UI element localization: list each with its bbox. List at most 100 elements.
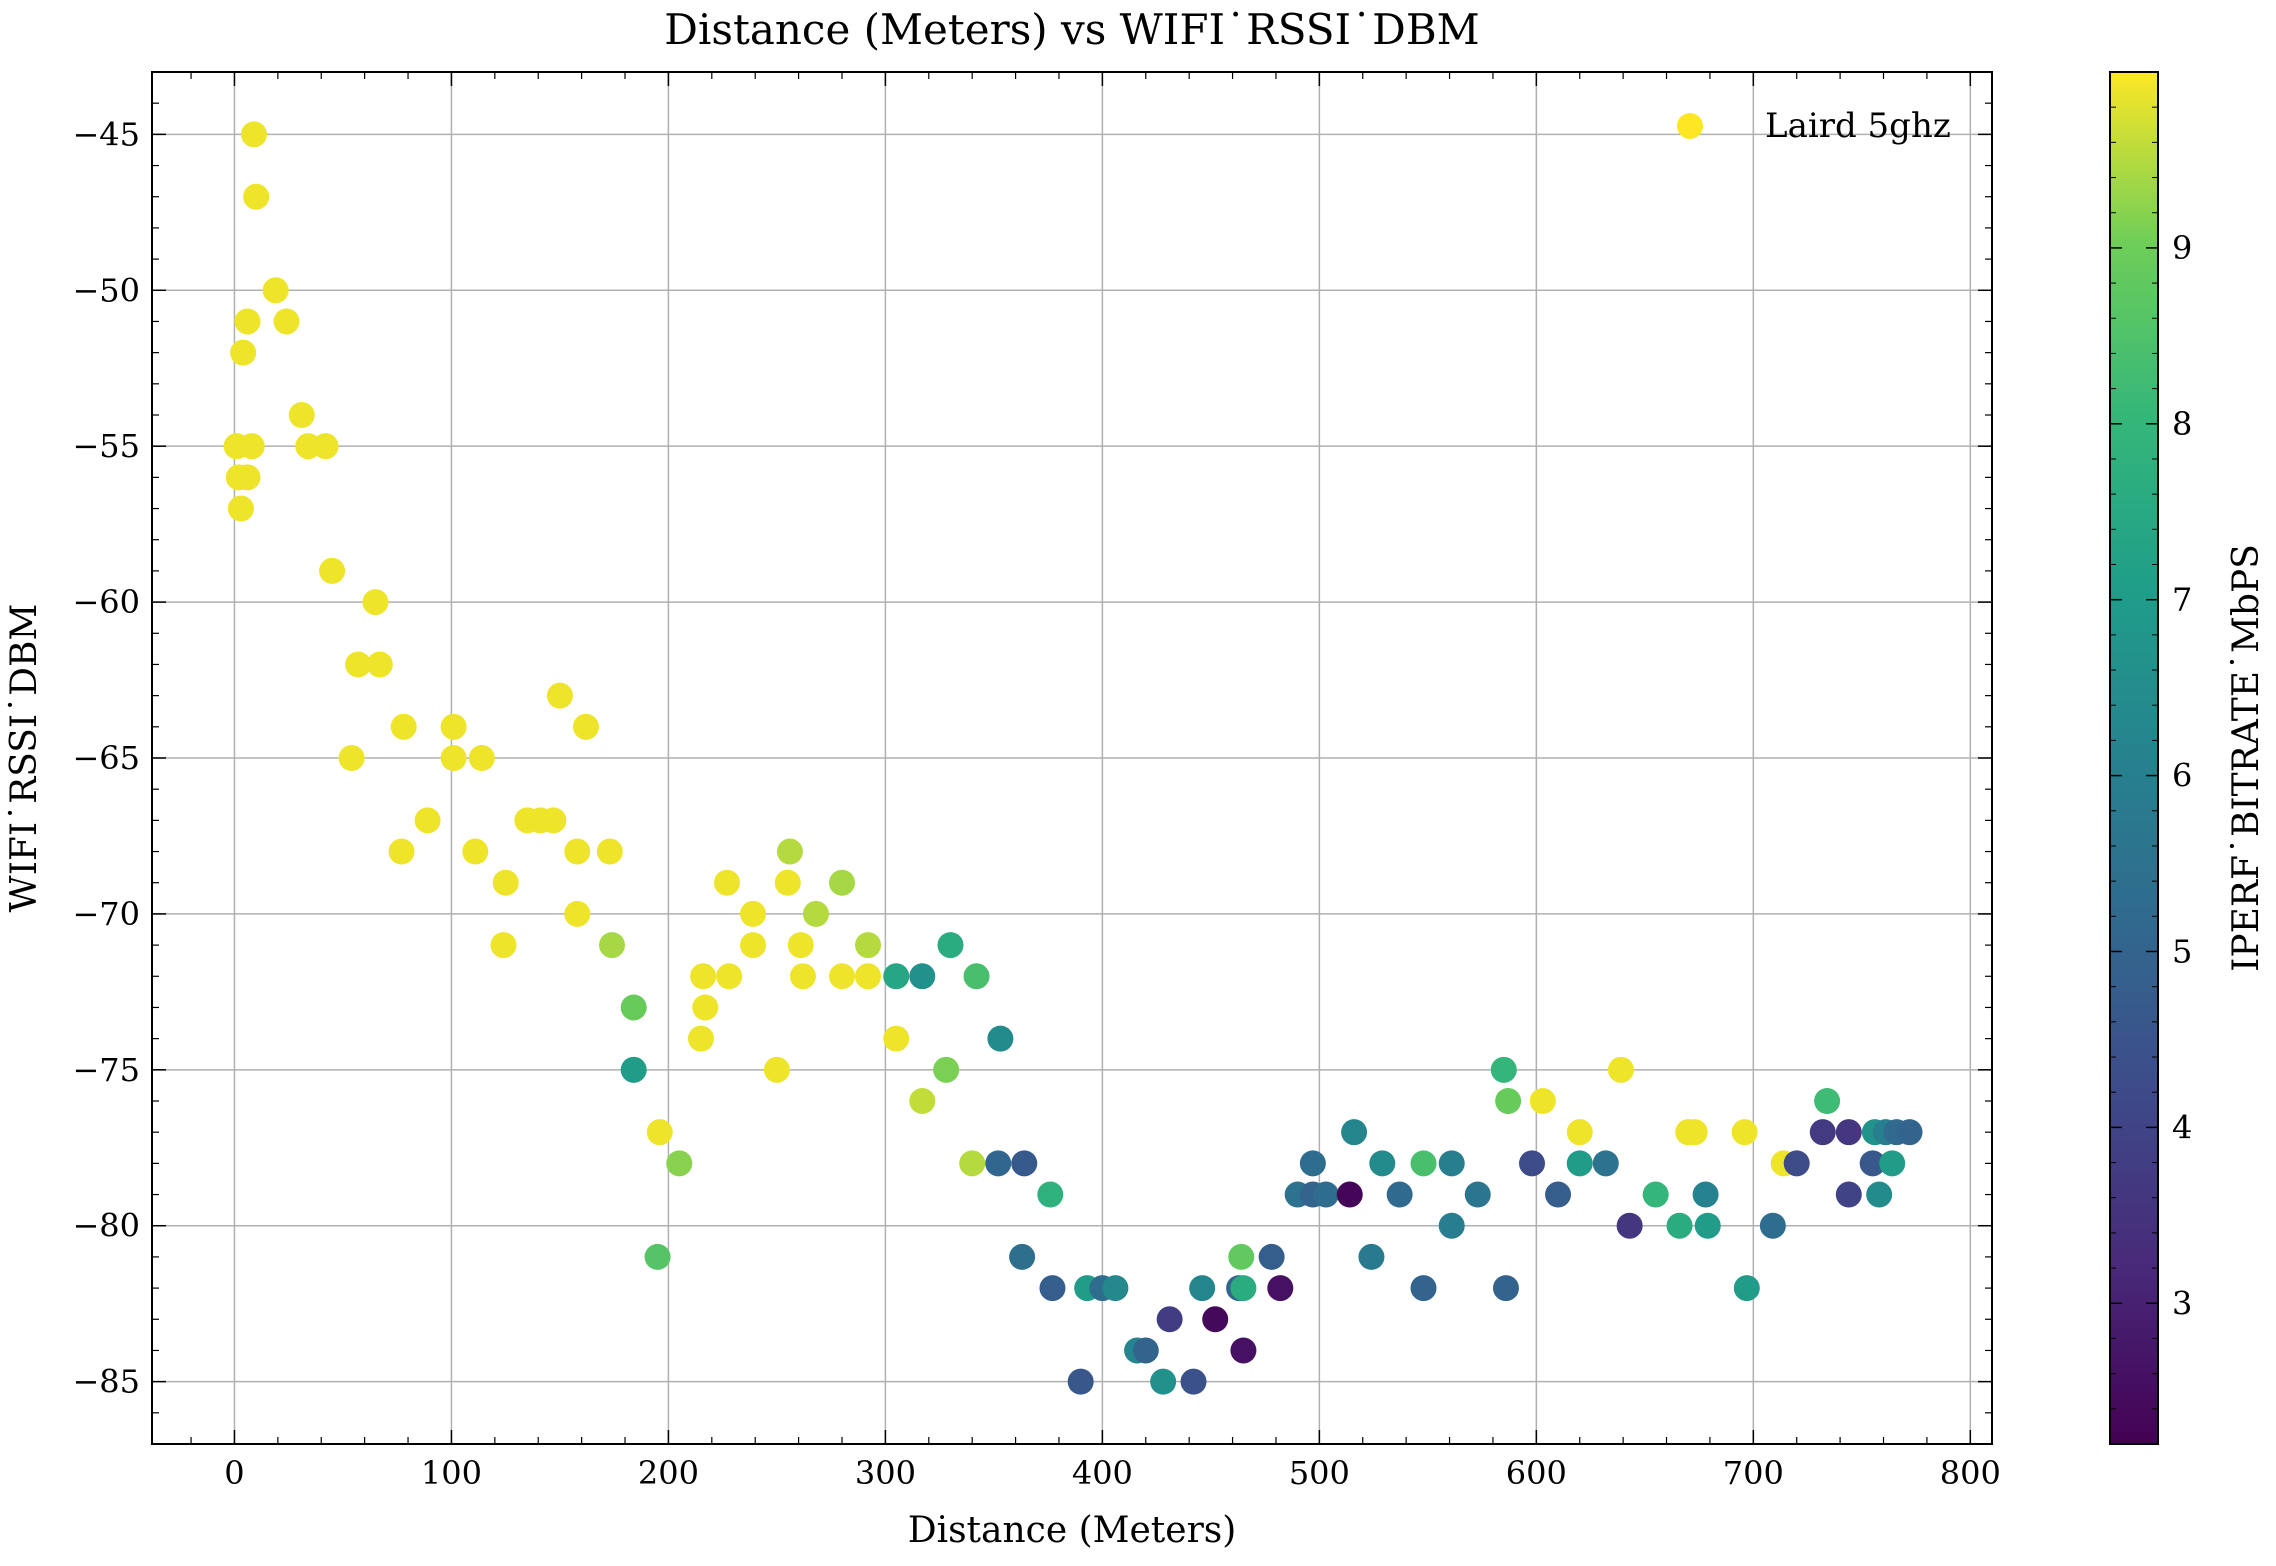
x-axis-label: Distance (Meters) xyxy=(908,1510,1237,1551)
y-axis-label: WIFI˙RSSI˙DBM xyxy=(4,604,45,913)
data-point xyxy=(1681,1119,1708,1146)
data-point xyxy=(1592,1150,1619,1177)
colorbar-tick-label: 4 xyxy=(2172,1108,2192,1146)
x-tick-label: 400 xyxy=(1072,1454,1133,1492)
x-tick-label: 800 xyxy=(1940,1454,2001,1492)
legend-label: Laird 5ghz xyxy=(1765,106,1951,146)
y-tick-label: −80 xyxy=(72,1207,140,1245)
data-point xyxy=(1879,1150,1906,1177)
chart-title: Distance (Meters) vs WIFI˙RSSI˙DBM xyxy=(664,5,1479,54)
data-point xyxy=(666,1150,693,1177)
data-point xyxy=(388,838,415,865)
data-point xyxy=(987,1025,1014,1052)
data-point xyxy=(963,963,990,990)
x-tick-label: 200 xyxy=(638,1454,699,1492)
data-point xyxy=(620,994,647,1021)
legend: Laird 5ghz xyxy=(1677,106,1951,146)
data-point xyxy=(238,433,265,460)
colorbar-tick-label: 8 xyxy=(2172,405,2192,443)
data-point xyxy=(802,900,829,927)
colorbar-tick-label: 5 xyxy=(2172,932,2192,970)
colorbar-gradient xyxy=(2109,71,2159,1445)
data-point xyxy=(564,900,591,927)
data-point xyxy=(692,994,719,1021)
data-point xyxy=(985,1150,1012,1177)
data-point xyxy=(490,932,517,959)
data-point xyxy=(1642,1181,1669,1208)
data-point xyxy=(1039,1275,1066,1302)
data-point xyxy=(909,1088,936,1114)
data-point xyxy=(1267,1275,1294,1302)
data-point xyxy=(937,932,964,959)
data-point xyxy=(440,745,467,771)
data-point xyxy=(1666,1212,1693,1239)
data-point xyxy=(855,932,882,959)
data-point xyxy=(1731,1119,1758,1146)
data-point xyxy=(1464,1181,1491,1208)
data-point xyxy=(1809,1119,1836,1146)
colorbar: 3 4 5 6 7 8 9 IPERF˙BITRATE˙MbPS xyxy=(2109,71,2267,1445)
data-point xyxy=(1438,1150,1465,1177)
data-point xyxy=(390,713,417,740)
data-point xyxy=(227,495,254,522)
data-point xyxy=(546,682,573,709)
data-point xyxy=(366,651,393,678)
data-point xyxy=(1228,1243,1255,1270)
colorbar-ticks: 3 4 5 6 7 8 9 xyxy=(2110,106,2192,1410)
data-point xyxy=(1258,1243,1285,1270)
grid xyxy=(152,72,1992,1444)
data-point xyxy=(883,963,910,990)
data-point xyxy=(740,932,767,959)
data-point xyxy=(319,557,346,584)
data-point xyxy=(1545,1181,1572,1208)
x-tick-label: 300 xyxy=(855,1454,916,1492)
data-point xyxy=(690,963,717,990)
data-point xyxy=(1299,1150,1326,1177)
data-point xyxy=(1386,1181,1413,1208)
x-tick-label: 600 xyxy=(1506,1454,1567,1492)
data-point xyxy=(243,183,270,210)
scatter-points xyxy=(223,121,1923,1395)
data-point xyxy=(1616,1212,1643,1239)
data-point xyxy=(740,900,767,927)
data-point xyxy=(540,807,567,834)
data-point xyxy=(1312,1181,1339,1208)
data-point xyxy=(1694,1212,1721,1239)
data-point xyxy=(1011,1150,1038,1177)
data-point xyxy=(646,1119,673,1146)
data-point xyxy=(468,745,495,771)
x-tick-label: 700 xyxy=(1723,1454,1784,1492)
colorbar-tick-label: 9 xyxy=(2172,229,2192,267)
data-point xyxy=(338,745,365,771)
data-point xyxy=(933,1056,960,1083)
colorbar-tick-label: 6 xyxy=(2172,757,2192,795)
x-tick-label: 500 xyxy=(1289,1454,1350,1492)
data-point xyxy=(1189,1275,1216,1302)
data-point xyxy=(1490,1056,1517,1083)
data-point xyxy=(787,932,814,959)
data-point xyxy=(1009,1243,1036,1270)
data-point xyxy=(1896,1119,1923,1146)
data-point xyxy=(462,838,489,865)
data-point xyxy=(1132,1337,1159,1364)
data-point xyxy=(1410,1150,1437,1177)
data-point xyxy=(1410,1275,1437,1302)
data-point xyxy=(492,869,519,896)
data-point xyxy=(774,869,801,896)
data-point xyxy=(1150,1368,1177,1395)
y-tick-label: −65 xyxy=(72,739,140,777)
data-point xyxy=(687,1025,714,1052)
y-axis: −45 −50 −55 −60 −65 −70 −75 −80 −85 xyxy=(72,71,1992,1445)
y-tick-label: −50 xyxy=(72,271,140,309)
data-point xyxy=(855,963,882,990)
colorbar-tick-label: 3 xyxy=(2172,1284,2192,1322)
data-point xyxy=(596,838,623,865)
y-tick-label: −55 xyxy=(72,427,140,465)
y-tick-label: −75 xyxy=(72,1051,140,1089)
data-point xyxy=(620,1056,647,1083)
data-point xyxy=(564,838,591,865)
data-point xyxy=(1495,1088,1522,1114)
data-point xyxy=(273,308,300,335)
legend-marker xyxy=(1677,113,1703,139)
